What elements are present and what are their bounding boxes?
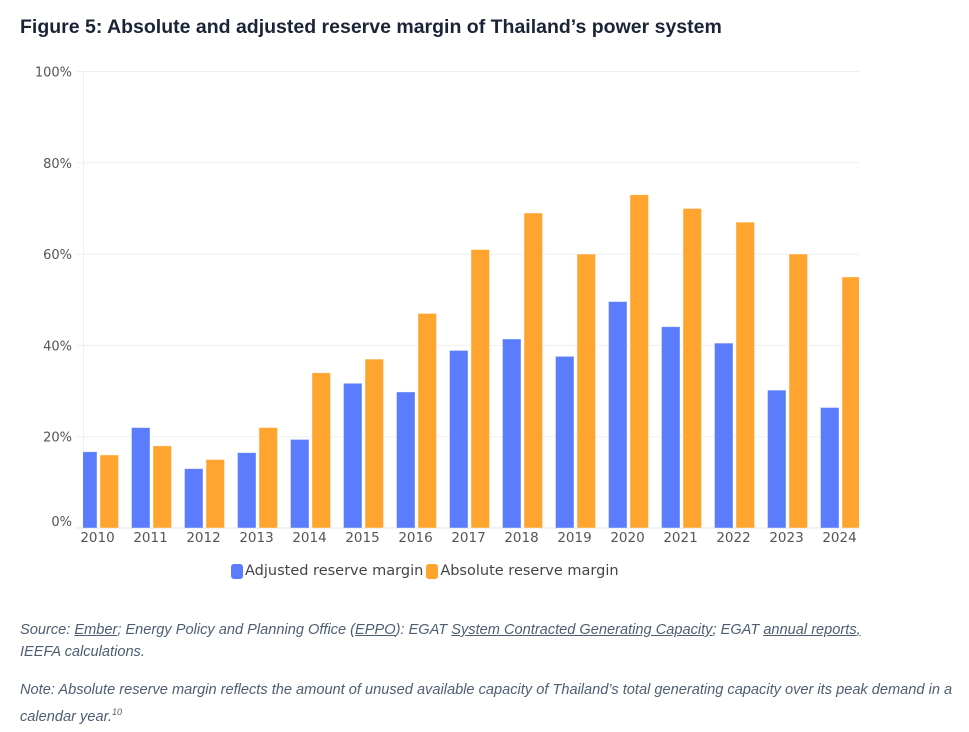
bar-adjusted-2018 bbox=[502, 338, 522, 528]
bar-absolute-2016 bbox=[417, 313, 437, 528]
link-ember[interactable]: Ember bbox=[74, 622, 118, 638]
x-tick-label: 2023 bbox=[769, 530, 803, 546]
bar-adjusted-2011 bbox=[131, 427, 151, 528]
chart-note: Note: Absolute reserve margin reflects t… bbox=[20, 679, 960, 728]
bar-adjusted-2012 bbox=[184, 468, 204, 528]
bar-adjusted-2014 bbox=[290, 439, 310, 528]
bar-adjusted-2023 bbox=[767, 389, 787, 528]
bar-adjusted-2020 bbox=[608, 301, 628, 528]
source-line-2: IEEFA calculations. bbox=[20, 644, 145, 660]
bars bbox=[83, 194, 859, 528]
y-tick-label: 40% bbox=[43, 339, 72, 354]
bar-adjusted-2017 bbox=[449, 350, 469, 528]
x-tick-label: 2020 bbox=[610, 530, 644, 546]
bar-chart: 0%20%40%60%80%100% 2010 2011 2012 2013 2014 2… bbox=[35, 66, 859, 546]
bar-absolute-2015 bbox=[364, 358, 384, 528]
x-tick-label: 2012 bbox=[186, 530, 220, 546]
legend-swatch-absolute bbox=[426, 563, 439, 579]
x-tick-label: 2024 bbox=[822, 530, 856, 546]
bar-absolute-2013 bbox=[258, 427, 278, 528]
source-prefix: Source: bbox=[20, 622, 75, 638]
bar-absolute-2019 bbox=[576, 253, 596, 528]
x-tick-label: 2018 bbox=[504, 530, 538, 546]
legend-item-adjusted[interactable]: Adjusted reserve margin bbox=[231, 563, 423, 579]
y-tick-label: 0% bbox=[51, 515, 72, 530]
x-tick-label: 2010 bbox=[80, 530, 114, 546]
bar-absolute-2018 bbox=[523, 212, 543, 528]
y-axis-ticks: 0% 20% 40% 60% 80% 100% bbox=[35, 66, 72, 531]
legend-swatch-adjusted bbox=[231, 563, 243, 579]
x-tick-label: 2016 bbox=[398, 530, 432, 546]
y-tick-label: 80% bbox=[43, 157, 72, 172]
x-tick-label: 2022 bbox=[716, 530, 750, 546]
note-text: Note: Absolute reserve margin reflects t… bbox=[20, 682, 953, 725]
bar-absolute-2011 bbox=[152, 445, 172, 528]
y-tick-label: 20% bbox=[43, 431, 72, 446]
x-tick-label: 2014 bbox=[292, 530, 326, 546]
bar-absolute-2014 bbox=[311, 372, 331, 528]
bar-adjusted-2016 bbox=[396, 391, 416, 528]
bar-absolute-2017 bbox=[470, 249, 490, 528]
bar-absolute-2023 bbox=[788, 253, 808, 528]
footnote-ref[interactable]: 10 bbox=[111, 707, 122, 717]
x-tick-label: 2017 bbox=[451, 530, 485, 546]
bar-adjusted-2019 bbox=[555, 355, 575, 528]
bar-adjusted-2024 bbox=[820, 407, 840, 528]
bar-absolute-2021 bbox=[682, 208, 702, 528]
bar-adjusted-2013 bbox=[237, 452, 257, 528]
figure-title: Figure 5: Absolute and adjusted reserve … bbox=[20, 16, 722, 38]
link-system-contracted-capacity[interactable]: System Contracted Generating Capacity bbox=[451, 622, 713, 638]
legend-label-absolute: Absolute reserve margin bbox=[440, 563, 619, 579]
bar-absolute-2020 bbox=[629, 194, 649, 528]
link-annual-reports[interactable]: annual reports bbox=[763, 622, 857, 638]
y-tick-label: 100% bbox=[35, 66, 72, 81]
link-eppo[interactable]: EPPO bbox=[355, 622, 396, 638]
x-tick-label: 2013 bbox=[239, 530, 273, 546]
bar-adjusted-2010 bbox=[83, 451, 98, 528]
source-text: ): EGAT bbox=[395, 622, 452, 638]
x-tick-label: 2021 bbox=[663, 530, 697, 546]
x-tick-label: 2019 bbox=[557, 530, 591, 546]
bar-adjusted-2021 bbox=[661, 326, 681, 528]
bar-adjusted-2022 bbox=[714, 342, 734, 528]
source-text: ; EGAT bbox=[712, 622, 764, 638]
y-tick-label: 60% bbox=[43, 248, 72, 263]
source-text: ; Energy Policy and Planning Office ( bbox=[117, 622, 356, 638]
bar-absolute-2012 bbox=[205, 459, 225, 528]
x-axis-ticks: 2010 2011 2012 2013 2014 2015 2016 2017 2018 2019… bbox=[80, 530, 856, 546]
bar-adjusted-2015 bbox=[343, 382, 363, 528]
bar-absolute-2010 bbox=[99, 454, 119, 528]
x-tick-label: 2015 bbox=[345, 530, 379, 546]
legend-label-adjusted: Adjusted reserve margin bbox=[245, 563, 424, 579]
x-tick-label: 2011 bbox=[133, 530, 167, 546]
legend-item-absolute[interactable]: Absolute reserve margin bbox=[426, 563, 619, 579]
chart-legend: Adjusted reserve margin Absolute reserve… bbox=[231, 563, 622, 579]
source-note: Source: Ember; Energy Policy and Plannin… bbox=[20, 619, 960, 663]
bar-absolute-2024 bbox=[841, 276, 859, 528]
bar-absolute-2022 bbox=[735, 221, 755, 528]
source-text: , bbox=[856, 622, 861, 638]
